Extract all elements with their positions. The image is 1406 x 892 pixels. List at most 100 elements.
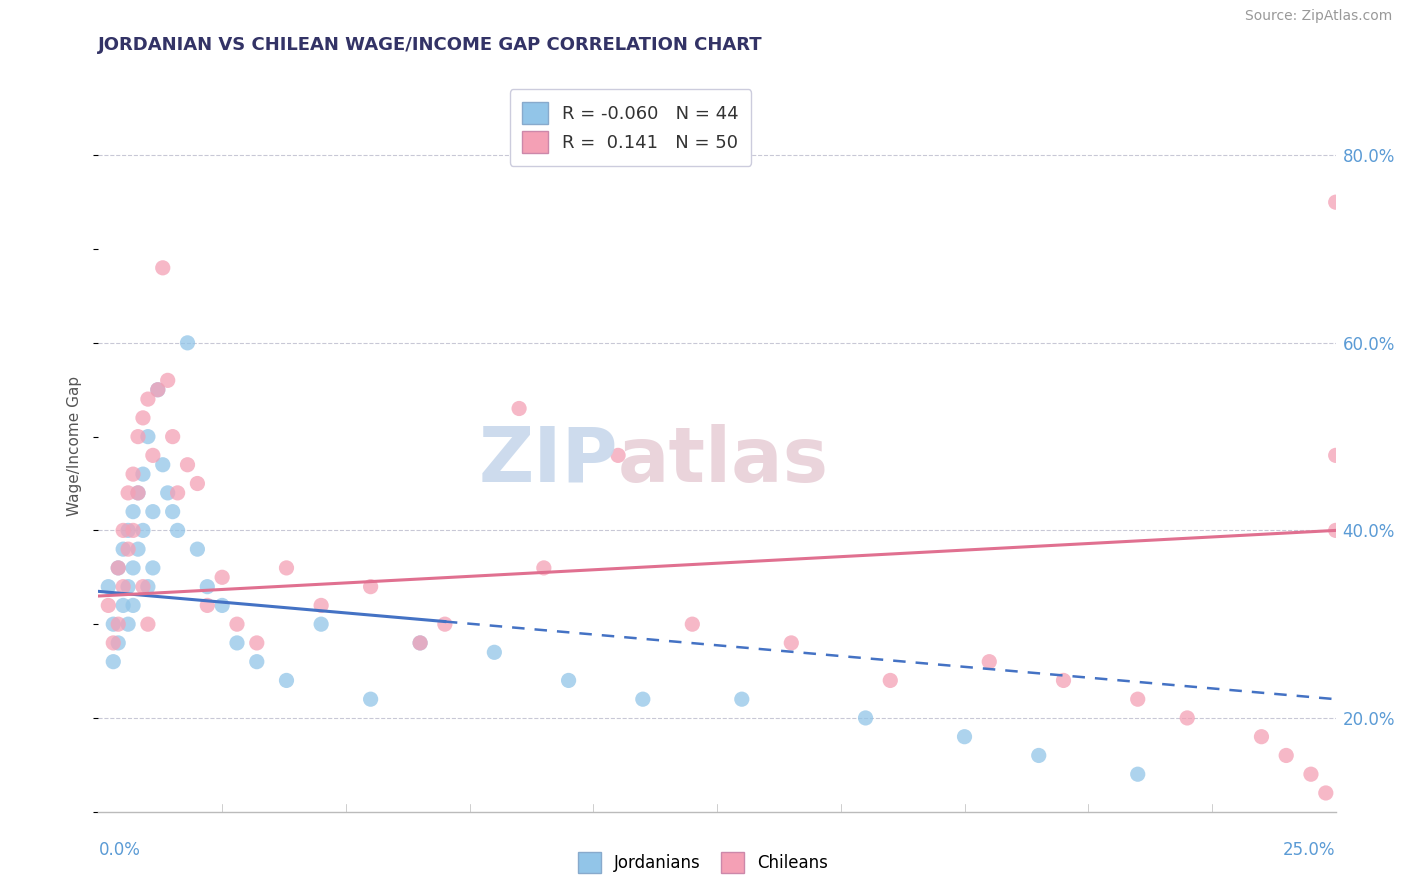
Text: 0.0%: 0.0% <box>98 841 141 859</box>
Point <box>152 260 174 275</box>
Point <box>162 429 184 443</box>
Point <box>1299 767 1322 781</box>
Point <box>127 429 149 443</box>
Point <box>855 711 877 725</box>
Point <box>533 561 555 575</box>
Legend: R = -0.060   N = 44, R =  0.141   N = 50: R = -0.060 N = 44, R = 0.141 N = 50 <box>509 89 751 166</box>
Point <box>508 401 530 416</box>
Point <box>132 524 155 538</box>
Point <box>409 636 432 650</box>
Point <box>186 476 208 491</box>
Point <box>731 692 754 706</box>
Point <box>226 636 249 650</box>
Point <box>132 467 155 482</box>
Text: Source: ZipAtlas.com: Source: ZipAtlas.com <box>1244 9 1392 23</box>
Point <box>1315 786 1337 800</box>
Point <box>107 561 129 575</box>
Point <box>122 505 145 519</box>
Point <box>103 655 125 669</box>
Point <box>1052 673 1074 688</box>
Point <box>117 524 139 538</box>
Point <box>246 655 269 669</box>
Point <box>186 542 208 557</box>
Point <box>1126 767 1149 781</box>
Point <box>146 383 169 397</box>
Point <box>122 599 145 613</box>
Point <box>112 542 135 557</box>
Point <box>879 673 901 688</box>
Point <box>557 673 579 688</box>
Y-axis label: Wage/Income Gap: Wage/Income Gap <box>67 376 83 516</box>
Point <box>409 636 432 650</box>
Point <box>127 486 149 500</box>
Text: ZIP: ZIP <box>478 424 619 498</box>
Point <box>433 617 456 632</box>
Point <box>979 655 1001 669</box>
Point <box>142 449 165 463</box>
Point <box>1250 730 1272 744</box>
Point <box>132 410 155 425</box>
Point <box>607 449 630 463</box>
Point <box>117 617 139 632</box>
Point <box>1028 748 1050 763</box>
Point <box>152 458 174 472</box>
Point <box>309 617 332 632</box>
Point <box>360 580 382 594</box>
Point <box>1175 711 1198 725</box>
Point <box>136 617 159 632</box>
Text: 25.0%: 25.0% <box>1284 841 1336 859</box>
Point <box>97 599 120 613</box>
Point <box>276 561 298 575</box>
Point <box>136 580 159 594</box>
Point <box>142 505 165 519</box>
Point <box>484 645 506 659</box>
Point <box>276 673 298 688</box>
Point <box>122 524 145 538</box>
Point <box>97 580 120 594</box>
Point <box>1324 524 1347 538</box>
Point <box>162 505 184 519</box>
Point <box>132 580 155 594</box>
Point <box>112 599 135 613</box>
Point <box>136 429 159 443</box>
Point <box>309 599 332 613</box>
Point <box>780 636 803 650</box>
Point <box>112 580 135 594</box>
Point <box>1126 692 1149 706</box>
Point <box>136 392 159 406</box>
Point <box>166 486 188 500</box>
Point <box>117 486 139 500</box>
Point <box>117 542 139 557</box>
Point <box>176 335 198 350</box>
Point <box>246 636 269 650</box>
Point <box>953 730 976 744</box>
Point <box>176 458 198 472</box>
Text: JORDANIAN VS CHILEAN WAGE/INCOME GAP CORRELATION CHART: JORDANIAN VS CHILEAN WAGE/INCOME GAP COR… <box>98 36 763 54</box>
Point <box>112 524 135 538</box>
Point <box>146 383 169 397</box>
Point <box>156 373 179 387</box>
Point <box>107 561 129 575</box>
Point <box>107 636 129 650</box>
Point <box>681 617 703 632</box>
Point <box>103 617 125 632</box>
Point <box>211 570 233 584</box>
Point <box>360 692 382 706</box>
Point <box>226 617 249 632</box>
Point <box>166 524 188 538</box>
Legend: Jordanians, Chileans: Jordanians, Chileans <box>571 846 835 880</box>
Point <box>122 467 145 482</box>
Point <box>195 580 218 594</box>
Point <box>127 486 149 500</box>
Point <box>142 561 165 575</box>
Point <box>631 692 654 706</box>
Point <box>117 580 139 594</box>
Point <box>1324 449 1347 463</box>
Point <box>103 636 125 650</box>
Point <box>1324 195 1347 210</box>
Point <box>156 486 179 500</box>
Point <box>195 599 218 613</box>
Point <box>122 561 145 575</box>
Text: atlas: atlas <box>619 424 830 498</box>
Point <box>1275 748 1298 763</box>
